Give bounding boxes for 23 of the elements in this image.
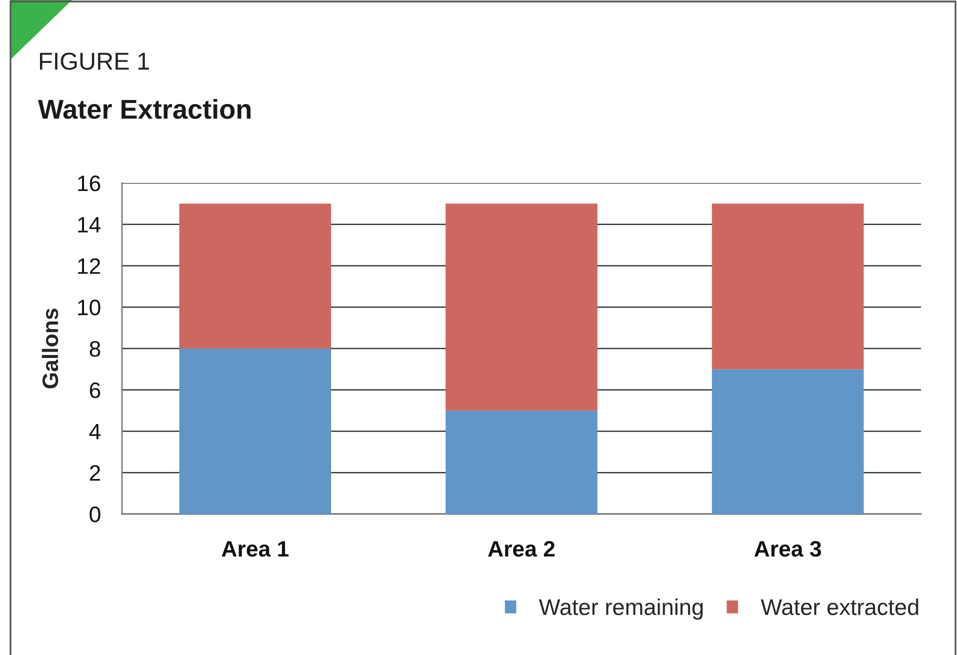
y-tick-label: 16	[78, 176, 100, 192]
bar	[712, 369, 864, 514]
bar	[179, 204, 332, 348]
y-tick-label: 6	[90, 382, 100, 398]
bar	[179, 348, 332, 514]
y-tick-label: 12	[78, 258, 100, 274]
caption: FIGURE 1	[40, 52, 149, 70]
y-tick-label: 0	[90, 506, 100, 522]
y-tick-label: 8	[90, 341, 100, 357]
y-tick-label: 10	[78, 300, 100, 316]
x-tick-label: Area 2	[488, 540, 555, 557]
x-tick-label: Area 3	[754, 540, 822, 557]
bar	[446, 204, 598, 411]
y-tick-label: 2	[90, 465, 100, 481]
x-tick-label: Area 1	[222, 541, 289, 557]
y-tick-label: 14	[78, 217, 101, 232]
y-axis-title: Gallons	[42, 308, 58, 388]
legend-label: Water extracted	[760, 598, 918, 616]
legend-label: Water remaining	[538, 598, 703, 620]
bar	[712, 204, 864, 370]
y-tick-label: 4	[89, 424, 101, 440]
chart-title: Water Extraction	[38, 99, 251, 119]
bar	[446, 410, 598, 514]
